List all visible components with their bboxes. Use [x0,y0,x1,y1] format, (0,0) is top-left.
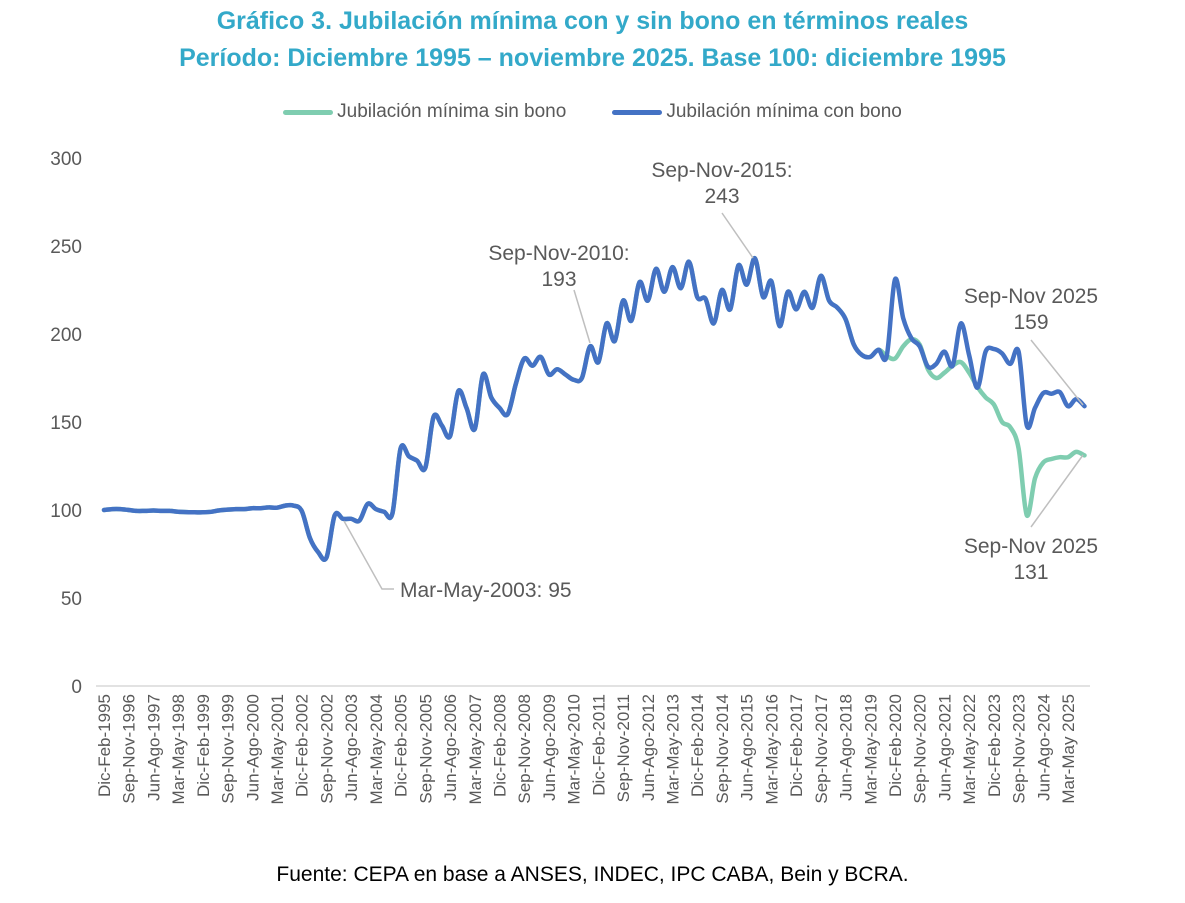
x-tick-label: Mar-May-2013 [664,694,683,805]
x-tick-label: Dic-Feb-1999 [194,694,213,797]
chart-subtitle: Período: Diciembre 1995 – noviembre 2025… [179,44,1006,72]
x-tick-label: Jun-Ago-2003 [342,694,361,801]
x-tick-label: Dic-Feb-2002 [293,694,312,797]
x-tick-label: Mar-May-2016 [762,694,781,805]
x-tick-label: Sep-Nov-2011 [614,694,633,802]
x-tick-label: Mar-May-2022 [960,694,979,805]
x-tick-label: Dic-Feb-2005 [392,694,411,797]
x-tick-label: Jun-Ago-2009 [540,694,559,801]
x-tick-label: Dic-Feb-2017 [787,694,806,797]
x-tick-label: Mar-May-2004 [367,694,386,805]
x-tick-label: Dic-Feb-2020 [886,694,905,797]
y-tick-label: 150 [50,413,82,434]
legend-swatch-con-bono [612,109,663,115]
x-tick-label: Mar-May-2019 [861,694,880,805]
series-line-con-bono [101,256,1087,563]
x-tick-label: Mar-May-2001 [268,694,287,805]
x-tick-label: Jun-Ago-1997 [144,694,163,801]
annotation-label: Sep-Nov 2025 [964,535,1098,558]
annotation-label: Sep-Nov-2015: [651,159,792,182]
y-tick-label: 100 [50,501,82,522]
legend-label-con-bono: Jubilación mínima con bono [666,101,902,122]
annotation-value: 193 [541,268,576,291]
x-tick-label: Sep-Nov-2002 [317,694,336,804]
x-tick-label: Dic-Feb-2011 [589,694,608,796]
x-tick-label: Dic-Feb-2014 [688,694,707,797]
x-tick-label: Jun-Ago-2006 [441,694,460,801]
legend-label-sin-bono: Jubilación mínima sin bono [337,101,567,122]
y-tick-label: 200 [50,325,82,346]
source-note: Fuente: CEPA en base a ANSES, INDEC, IPC… [276,863,909,886]
x-tick-label: Mar-May-2010 [565,694,584,805]
x-tick-label: Sep-Nov-2023 [1010,694,1029,804]
x-tick-label: Sep-Nov-2020 [911,694,930,804]
annotation-label: Sep-Nov-2010: [488,242,629,265]
series-line-sin-bono [101,256,1087,563]
x-tick-label: Sep-Nov-2008 [515,694,534,804]
annotation-leader-line [343,520,394,590]
annotation-label: Sep-Nov 2025 [964,285,1098,308]
annotation-label: Mar-May-2003: 95 [400,579,572,602]
x-tick-label: Jun-Ago-2000 [243,694,262,801]
legend-item-con-bono: Jubilación mínima con bono [612,101,902,123]
legend-swatch-sin-bono [283,109,334,115]
x-tick-label: Dic-Feb-1995 [95,694,114,797]
annotation-leader-line [1030,454,1084,528]
x-tick-label: Dic-Feb-2023 [985,694,1004,797]
x-tick-label: Jun-Ago-2018 [837,694,856,801]
x-tick-label: Jun-Ago-2015 [738,694,757,801]
x-tick-label: Sep-Nov-2014 [713,694,732,804]
legend: Jubilación mínima sin bono Jubilación mí… [0,101,1185,123]
x-tick-label: Jun-Ago-2024 [1034,694,1053,801]
y-tick-label: 250 [50,237,82,258]
x-tick-label: Dic-Feb-2008 [490,694,509,797]
x-tick-label: Sep-Nov-1999 [219,694,238,804]
x-tick-label: Mar-May 2025 [1059,694,1078,804]
annotation-leader-line [1030,339,1084,406]
chart-title: Gráfico 3. Jubilación mínima con y sin b… [216,7,969,35]
annotation-leader-line [573,289,591,344]
annotation-value: 159 [1013,311,1048,334]
annotation-leader-line [721,212,754,259]
x-tick-label: Jun-Ago-2021 [935,694,954,801]
x-tick-label: Sep-Nov-2017 [812,694,831,804]
legend-item-sin-bono: Jubilación mínima sin bono [283,101,566,123]
y-tick-label: 300 [50,149,82,170]
x-tick-label: Jun-Ago-2012 [639,694,658,801]
x-tick-label: Mar-May-1998 [169,694,188,805]
x-tick-label: Sep-Nov-2005 [416,694,435,804]
y-tick-label: 0 [71,677,82,698]
x-tick-label: Mar-May-2007 [466,694,485,805]
y-tick-label: 50 [61,589,82,610]
x-tick-label: Sep-Nov-1996 [120,694,139,804]
annotation-value: 243 [704,185,739,208]
annotation-value: 131 [1013,561,1048,584]
